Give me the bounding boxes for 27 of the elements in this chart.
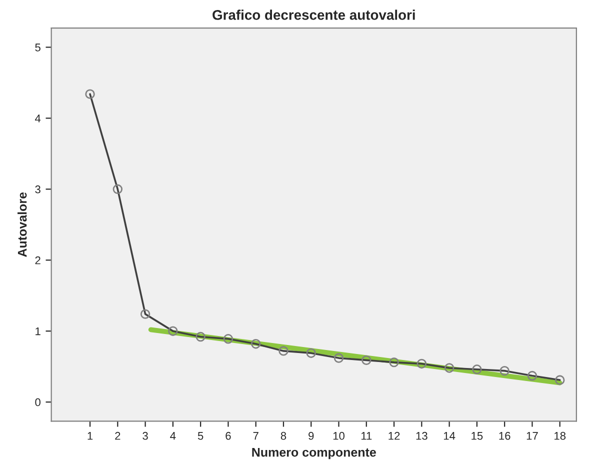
x-tick-label: 18: [554, 432, 566, 440]
x-tick-label: 12: [388, 432, 400, 440]
chart-title: Grafico decrescente autovalori: [212, 10, 415, 20]
x-axis-title: Numero componente: [252, 448, 376, 460]
y-tick-label: 3: [35, 185, 40, 194]
y-tick-label: 2: [35, 256, 40, 264]
x-tick-label: 9: [308, 432, 314, 440]
y-tick-label: 1: [36, 327, 40, 336]
x-tick-label: 1: [88, 432, 93, 440]
x-tick-label: 13: [416, 432, 428, 440]
x-tick-label: 4: [170, 432, 176, 440]
x-tick-label: 14: [444, 432, 456, 440]
x-tick-label: 7: [253, 432, 258, 440]
x-tick-label: 2: [115, 432, 120, 440]
y-tick-label: 5: [35, 44, 40, 52]
x-tick-label: 8: [280, 432, 286, 440]
x-tick-label: 17: [526, 432, 538, 440]
y-tick-label: 4: [34, 114, 41, 122]
x-tick-label: 6: [226, 432, 231, 440]
x-tick-label: 3: [142, 432, 148, 440]
x-tick-label: 16: [499, 432, 510, 440]
y-axis-title: Autovalore: [18, 192, 27, 257]
x-tick-label: 5: [198, 432, 204, 440]
x-tick-label: 10: [333, 432, 344, 440]
x-tick-label: 15: [472, 432, 483, 440]
y-tick-label: 0: [35, 398, 40, 406]
x-tick-label: 11: [361, 432, 372, 440]
